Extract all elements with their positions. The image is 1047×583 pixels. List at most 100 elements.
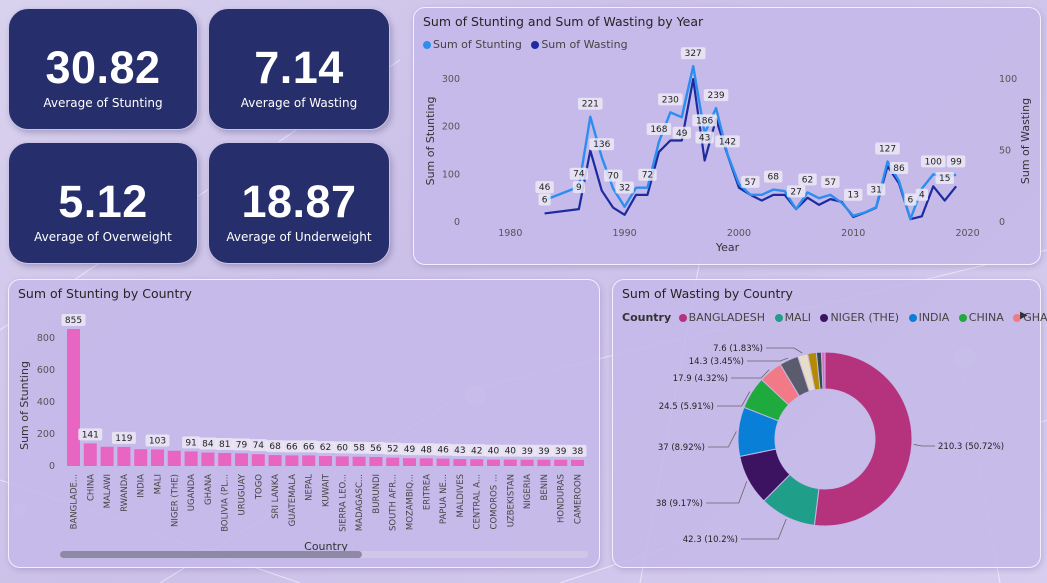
legend-item-wasting[interactable]: Sum of Wasting [531, 38, 628, 51]
data-label-box [646, 122, 672, 135]
category-label: MALAWI [103, 474, 113, 508]
legend-item-bangladesh[interactable]: BANGLADESH [678, 311, 765, 324]
data-label-box [282, 440, 301, 453]
category-label: CENTRAL A... [473, 474, 483, 529]
category-label: MALI [154, 474, 164, 494]
bar [83, 443, 97, 466]
data-label: 186 [696, 116, 713, 126]
category-label: NIGER (THE) [170, 474, 180, 527]
data-label: 40 [505, 447, 517, 457]
data-label: 141 [82, 430, 99, 440]
data-label: 43 [454, 446, 465, 456]
leader-line [741, 518, 787, 540]
legend-item-india[interactable]: INDIA [908, 311, 949, 324]
data-label: 46 [437, 446, 449, 456]
leader-line [717, 391, 751, 407]
kpi-value: 30.82 [45, 42, 161, 93]
data-label-box [568, 444, 587, 457]
legend-item-stunting[interactable]: Sum of Stunting [423, 38, 522, 51]
data-label-box [299, 440, 318, 453]
y-tick-label: 0 [49, 461, 55, 472]
bar [235, 453, 248, 466]
donut-chart-panel[interactable]: Sum of Wasting by Country Country BANGLA… [612, 279, 1047, 568]
data-label: 42 [471, 446, 482, 456]
data-label-box [182, 436, 201, 449]
legend-next-arrow-icon[interactable]: ▶ [1020, 310, 1028, 321]
data-label: 9 [576, 183, 582, 193]
category-label: MALDIVES [456, 474, 466, 518]
bar-chart-title: Sum of Stunting by Country [18, 286, 192, 301]
slice-label: 17.9 (4.32%) [673, 374, 728, 384]
data-label-box [467, 444, 486, 457]
data-label: 66 [286, 442, 298, 452]
category-label: NIGERIA [523, 474, 533, 509]
y2-tick-label: 50 [999, 146, 1011, 157]
donut-chart[interactable]: 210.3 (50.72%) 42.3 (10.2%) 38 (9.17%) 37 (… [613, 280, 1040, 567]
data-label-box [417, 443, 436, 456]
x-tick-label: 2010 [841, 228, 865, 239]
category-label: BANGLADE... [70, 474, 80, 529]
data-label-box [946, 155, 966, 168]
data-label: 4 [919, 191, 925, 201]
data-label-box [715, 135, 740, 148]
data-label: 39 [538, 447, 550, 457]
category-label: KUWAIT [322, 473, 332, 507]
data-label-box [889, 162, 909, 175]
legend-item-china[interactable]: CHINA [958, 311, 1004, 324]
bar [184, 451, 198, 466]
scrollbar-thumb[interactable] [60, 551, 362, 558]
y-axis-label: Sum of Stunting [18, 361, 31, 450]
data-label-box [366, 442, 385, 455]
data-label: 39 [521, 447, 533, 457]
leader-line [766, 347, 803, 354]
legend-item-niger[interactable]: NIGER (THE) [820, 311, 899, 324]
data-label: 56 [370, 444, 382, 454]
bar [251, 454, 265, 466]
data-label-box [215, 438, 234, 451]
line-chart-panel[interactable]: Sum of Stunting and Sum of Wasting by Ye… [413, 7, 1041, 265]
x-tick-label: 2020 [955, 228, 979, 239]
legend-item-ghana[interactable]: GHANA [1013, 311, 1047, 324]
bar [436, 458, 450, 466]
category-label: UZBEKISTAN [506, 474, 516, 527]
y-tick-label: 0 [454, 217, 460, 228]
data-label: 221 [582, 100, 599, 110]
data-label-box [638, 168, 657, 181]
kpi-label: Average of Wasting [240, 96, 358, 110]
category-label: BURUNDI [372, 474, 382, 514]
x-tick-label: 1980 [498, 228, 522, 239]
bar-chart[interactable]: 0 200 400 600 800 Sum of Stunting Country 855 BA… [9, 280, 599, 567]
line-chart-legend: Sum of Stunting Sum of Wasting [423, 38, 634, 51]
data-label-box [572, 181, 585, 194]
data-label-box [333, 441, 352, 454]
slice-label: 210.3 (50.72%) [938, 442, 1004, 452]
legend-item-mali[interactable]: MALI [774, 311, 811, 324]
category-label: UGANDA [187, 474, 197, 511]
kpi-card-wasting: 7.14 Average of Wasting [208, 8, 390, 130]
y2-tick-label: 0 [999, 217, 1005, 228]
y-tick-label: 200 [37, 429, 55, 440]
bar-chart-scrollbar[interactable] [60, 551, 588, 558]
data-label-box [915, 188, 928, 201]
slice-label: 42.3 (10.2%) [683, 535, 738, 545]
category-label: BENIN [540, 474, 550, 500]
data-label: 99 [950, 157, 962, 167]
category-label: MOZAMBIQ... [406, 474, 416, 530]
bar [319, 456, 332, 466]
data-label-box [145, 434, 170, 447]
data-label-box [450, 444, 469, 457]
category-label: GHANA [204, 474, 214, 505]
data-label-box [61, 314, 86, 327]
line-chart[interactable]: 1980 1990 2000 2010 2020 0 100 200 300 0 50 100 Year… [414, 8, 1040, 264]
data-label: 230 [662, 95, 679, 105]
y-axis-label: Sum of Stunting [424, 97, 437, 186]
bar-chart-panel[interactable]: Sum of Stunting by Country 0 200 400 600 800… [8, 279, 600, 568]
leader-line [706, 481, 748, 504]
y-tick-label: 300 [442, 74, 460, 85]
legend-title: Country [622, 311, 672, 324]
bar [67, 329, 80, 466]
data-label-box [111, 431, 136, 444]
data-label: 327 [685, 49, 702, 59]
category-label: SIERRA LEO... [338, 474, 348, 532]
y2-axis-label: Sum of Wasting [1019, 98, 1032, 184]
